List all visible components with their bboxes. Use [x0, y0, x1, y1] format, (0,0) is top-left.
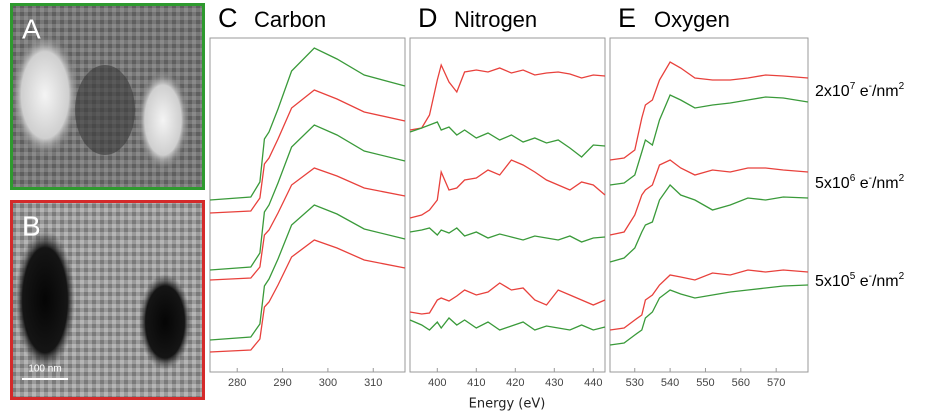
spectrum-line [409, 227, 606, 243]
panel-letter: D [418, 3, 438, 33]
dose-label-part: - [869, 173, 872, 184]
x-tick-label: 530 [626, 377, 644, 389]
panel-letter: B [22, 210, 41, 241]
dose-label-part: 2 [899, 173, 905, 184]
spectrum-line [409, 282, 606, 315]
x-tick-label: 310 [364, 377, 382, 389]
image-frame [10, 200, 205, 400]
dose-label-part: - [869, 81, 872, 92]
panel-title: Nitrogen [454, 7, 537, 32]
dose-label: 5x106 e-/nm2 [815, 173, 905, 193]
spectrum-line [609, 94, 809, 186]
image-a [10, 3, 205, 190]
x-tick-label: 280 [228, 377, 246, 389]
dose-label: 2x107 e-/nm2 [815, 81, 905, 101]
dose-label-part: 5x10 [815, 175, 850, 192]
dose-label-part: e [855, 175, 868, 192]
spectrum-line [209, 204, 406, 341]
x-tick-label: 540 [661, 377, 679, 389]
image-b-dark-region [139, 274, 191, 370]
image-a-dark-region [75, 65, 135, 155]
dose-label-part: 2 [899, 271, 905, 282]
x-axis-label: Energy (eV) [469, 397, 546, 412]
plot-frame [609, 37, 809, 373]
panel-letter: E [618, 3, 636, 33]
x-tick-label: 550 [696, 377, 714, 389]
panel-letter: A [22, 13, 41, 44]
image-frame [10, 3, 205, 190]
spectrum-line [209, 47, 406, 201]
x-tick-label: 430 [545, 377, 563, 389]
x-tick-label: 290 [273, 377, 291, 389]
dose-label-part: 6 [850, 173, 856, 184]
panel-title: Oxygen [654, 7, 730, 32]
dose-label-part: 2 [899, 81, 905, 92]
dose-label-part: e [855, 83, 868, 100]
spectrum-line [209, 167, 406, 281]
spectrum-line [409, 317, 606, 331]
scale-bar-label: 100 nm [28, 364, 61, 375]
spectrum-line [609, 184, 809, 263]
dose-label-part: /nm [872, 273, 899, 290]
dose-label-part: 5 [850, 271, 856, 282]
dose-label-part: /nm [872, 83, 899, 100]
x-tick-label: 440 [584, 377, 602, 389]
image-a-bright-region [137, 70, 189, 170]
dose-label-part: /nm [872, 175, 899, 192]
spectrum-line [209, 89, 406, 214]
spectrum-line [609, 284, 809, 346]
image-b [10, 200, 205, 400]
dose-label-part: 7 [850, 81, 856, 92]
x-tick-label: 560 [732, 377, 750, 389]
panel-letter: C [218, 3, 238, 33]
dose-label-part: 5x10 [815, 273, 850, 290]
dose-label-part: 2x10 [815, 83, 850, 100]
dose-label-part: e [855, 273, 868, 290]
dose-label-part: - [869, 271, 872, 282]
dose-label: 5x105 e-/nm2 [815, 271, 905, 291]
spectrum-line [409, 159, 606, 219]
spectrum-line [609, 61, 809, 161]
spectrum-line [409, 121, 606, 158]
x-tick-label: 300 [319, 377, 337, 389]
x-tick-label: 570 [767, 377, 785, 389]
spectrum-line [409, 63, 606, 131]
plot-frame [409, 37, 606, 373]
spectrum-line [209, 124, 406, 271]
x-tick-label: 400 [428, 377, 446, 389]
spectrum-line [609, 269, 809, 331]
image-a-bright-region [11, 33, 79, 157]
spectrum-line [609, 159, 809, 236]
spectrum-line [209, 239, 406, 353]
plot-frame [209, 37, 406, 373]
panel-title: Carbon [254, 7, 326, 32]
x-tick-label: 420 [506, 377, 524, 389]
x-tick-label: 410 [467, 377, 485, 389]
image-b-dark-region [15, 230, 75, 370]
